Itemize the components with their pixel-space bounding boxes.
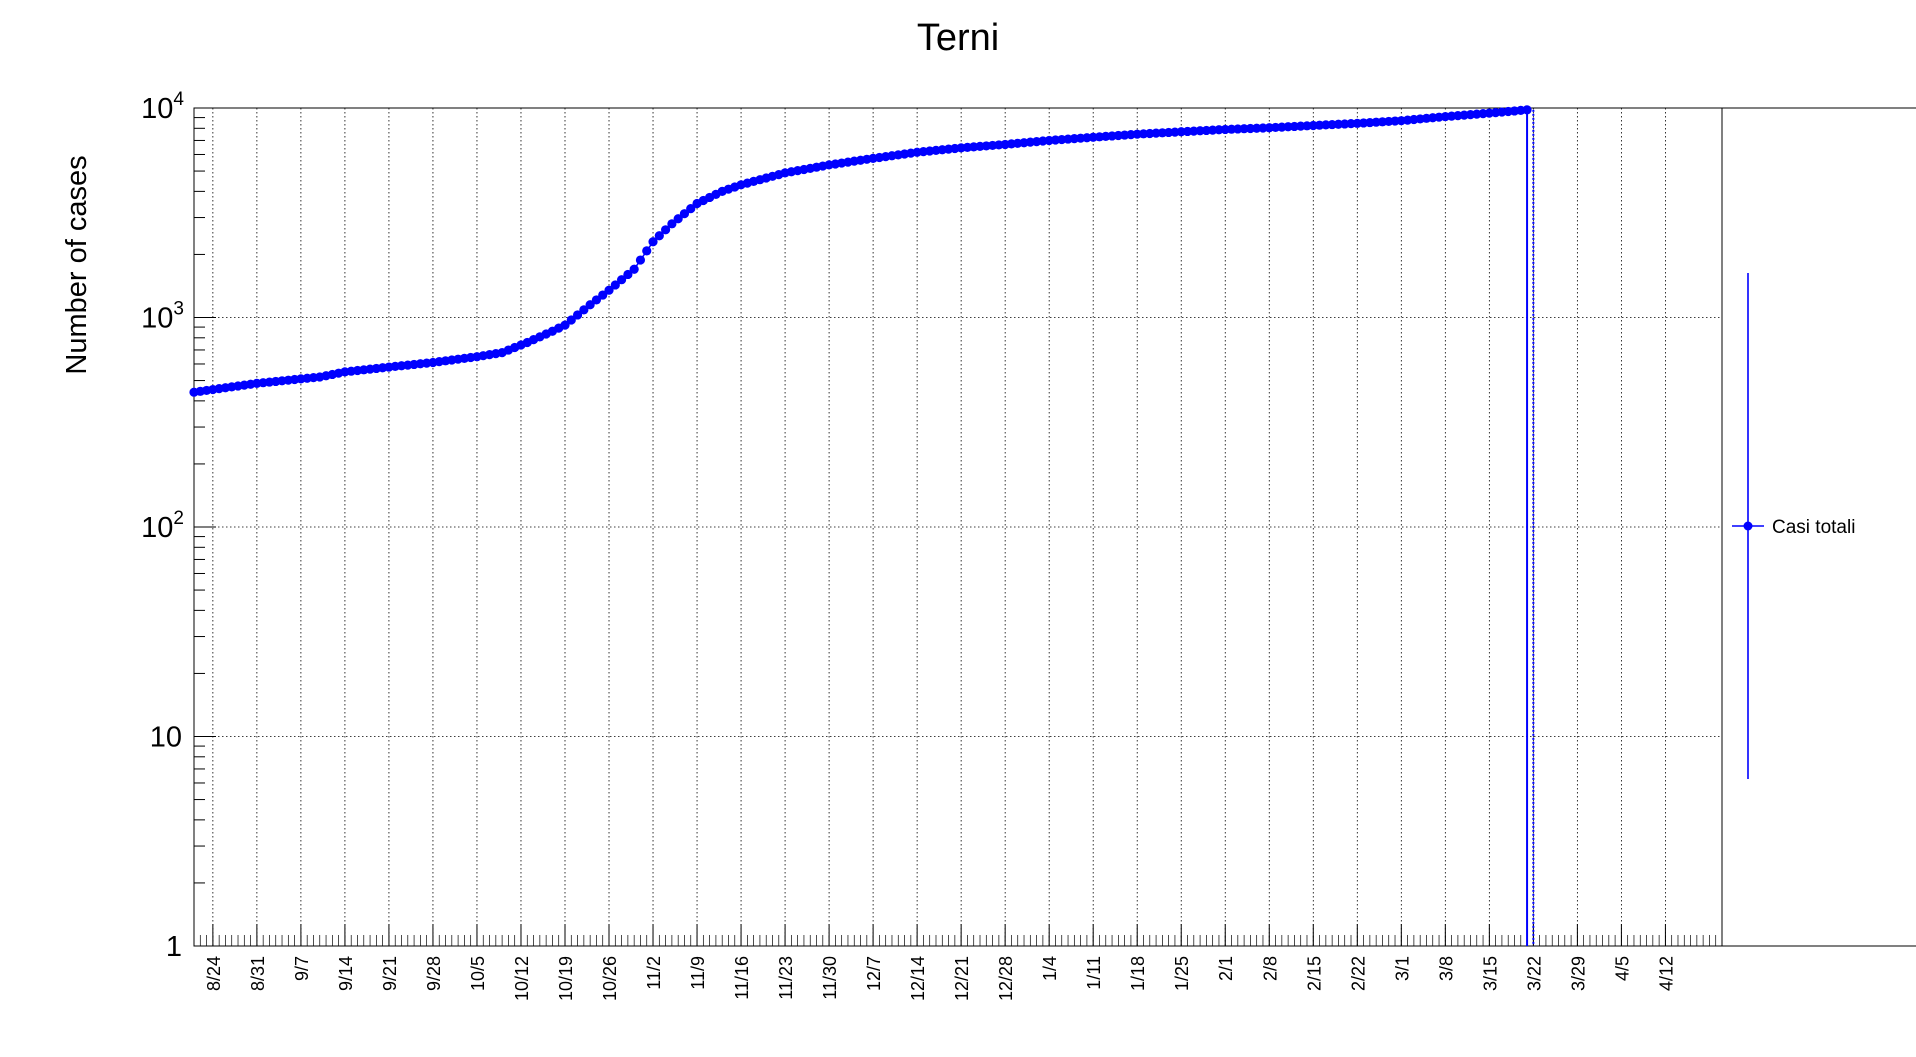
x-tick-label: 1/18 [1128, 956, 1148, 991]
x-tick-label: 9/28 [424, 956, 444, 991]
x-tick-label: 3/1 [1392, 956, 1412, 981]
data-point [591, 295, 602, 305]
x-tick-label: 4/12 [1656, 956, 1676, 991]
x-tick-label: 1/11 [1084, 956, 1104, 990]
x-tick-label: 11/23 [776, 956, 796, 1000]
x-tick-label: 8/31 [248, 956, 268, 991]
data-point [579, 305, 589, 315]
data-point [686, 203, 696, 214]
y-axis-ticks: 1 10 102 103 104 [141, 89, 216, 963]
y-tick-label: 1 [166, 931, 182, 963]
x-tick-label: 4/5 [1612, 956, 1632, 981]
x-tick-label: 2/8 [1260, 956, 1280, 981]
chart-title: Terni [917, 17, 999, 59]
y-tick-label: 103 [141, 299, 184, 335]
grid-lines [194, 108, 1722, 946]
series-casi-totali [189, 105, 1535, 946]
data-point [661, 225, 671, 235]
x-tick-label: 11/16 [732, 956, 752, 1000]
x-tick-label: 2/1 [1216, 956, 1236, 981]
y-tick-label: 102 [141, 508, 184, 544]
x-tick-label: 9/21 [380, 956, 400, 991]
y-axis-label: Number of cases [61, 155, 93, 374]
data-point [610, 280, 620, 290]
x-tick-label: 3/15 [1480, 956, 1500, 991]
x-tick-label: 12/28 [996, 956, 1016, 1001]
x-tick-label: 3/22 [1524, 956, 1544, 991]
x-tick-label: 10/12 [512, 956, 532, 1001]
x-tick-label: 12/7 [864, 956, 884, 991]
x-tick-label: 9/7 [292, 956, 312, 981]
data-point [560, 320, 570, 330]
legend: Casi totali [1732, 273, 1855, 779]
data-point [616, 275, 627, 285]
data-point [604, 285, 614, 295]
y-tick-label: 104 [141, 89, 184, 125]
data-point [679, 209, 690, 219]
x-tick-label: 11/2 [644, 956, 664, 990]
data-point [667, 219, 677, 229]
x-tick-label: 1/4 [1040, 956, 1060, 981]
legend-label: Casi totali [1772, 517, 1855, 538]
data-point [566, 315, 576, 325]
data-point [673, 214, 683, 224]
data-point [629, 264, 639, 274]
x-tick-label: 12/14 [908, 956, 928, 1001]
x-tick-label: 9/14 [336, 956, 356, 991]
x-tick-label: 10/5 [468, 956, 488, 991]
data-point [572, 310, 583, 320]
data-point [642, 246, 652, 256]
data-point [648, 237, 658, 247]
x-tick-label: 11/30 [820, 956, 840, 1000]
x-tick-label: 3/8 [1436, 956, 1456, 981]
x-tick-label: 8/24 [204, 956, 224, 991]
y-tick-label: 10 [150, 722, 182, 754]
x-tick-label: 1/25 [1172, 956, 1192, 991]
legend-marker [1743, 521, 1753, 531]
data-point [598, 290, 608, 300]
data-point [623, 269, 633, 280]
data-point [635, 255, 646, 265]
x-tick-label: 12/21 [952, 956, 972, 1001]
data-point [654, 231, 664, 241]
x-tick-label: 11/9 [688, 956, 708, 990]
data-point [585, 300, 595, 310]
x-tick-label: 10/19 [556, 956, 576, 1001]
x-tick-label: 10/26 [600, 956, 620, 1001]
x-tick-label: 3/29 [1568, 956, 1588, 991]
x-tick-label: 2/22 [1348, 956, 1368, 991]
x-tick-label: 2/15 [1304, 956, 1324, 991]
